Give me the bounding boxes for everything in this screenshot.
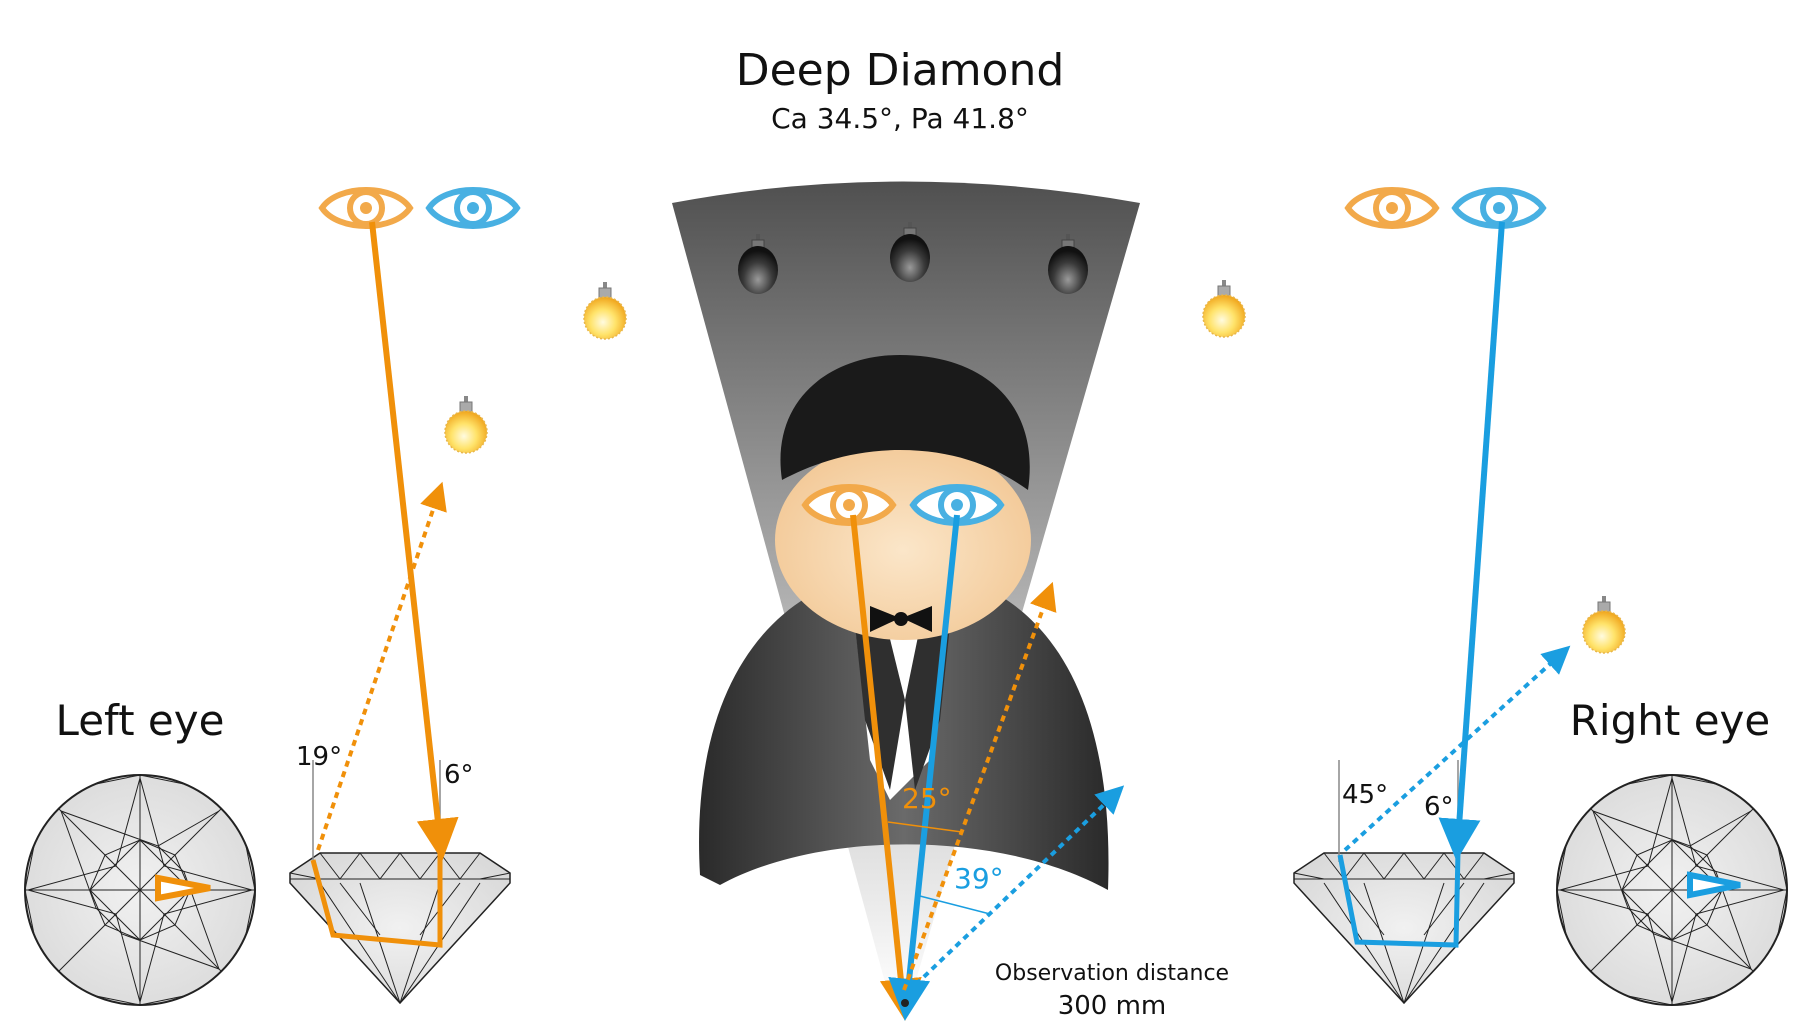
- bow-tie-icon: [870, 606, 932, 632]
- left-reflection-shape: [155, 874, 211, 902]
- center-rays: [850, 514, 1125, 1021]
- right-reflection-shape: [1687, 871, 1741, 899]
- right-side-view-diamond: [1293, 852, 1515, 1004]
- observer-figure: [699, 355, 1109, 890]
- angle-label-right-vertical: 6°: [1424, 792, 1454, 822]
- angle-label-left-orange: 19°: [296, 742, 342, 772]
- left-rays: [310, 221, 459, 948]
- angle-label-center-blue: 39°: [954, 862, 1004, 895]
- eye-icon: [1455, 190, 1543, 226]
- observation-distance-label: Observation distance: [995, 961, 1229, 986]
- light-bulb-icon: [1582, 595, 1626, 654]
- observation-distance-value: 300 mm: [1058, 991, 1167, 1021]
- eye-icon: [322, 190, 410, 226]
- eye-icon: [429, 190, 517, 226]
- angle-label-left-vertical: 6°: [444, 760, 474, 790]
- eye-icon: [805, 487, 893, 523]
- left-top-view-diamond: [24, 774, 256, 1006]
- right-eye-label: Right eye: [1570, 696, 1770, 745]
- light-bulb-icon: [444, 395, 488, 454]
- diagram-subtitle: Ca 34.5°, Pa 41.8°: [771, 102, 1029, 135]
- angle-label-right-blue: 45°: [1342, 780, 1388, 810]
- left-eye-label: Left eye: [56, 696, 225, 745]
- eye-icon: [1348, 190, 1436, 226]
- light-bulb-icon: [583, 281, 627, 340]
- right-rays: [1337, 221, 1571, 948]
- left-side-view-diamond: [289, 852, 511, 1004]
- diagram-title: Deep Diamond: [736, 45, 1065, 96]
- right-top-view-diamond: [1556, 774, 1788, 1006]
- angle-label-center-orange: 25°: [902, 782, 952, 815]
- light-bulb-icon: [1202, 279, 1246, 338]
